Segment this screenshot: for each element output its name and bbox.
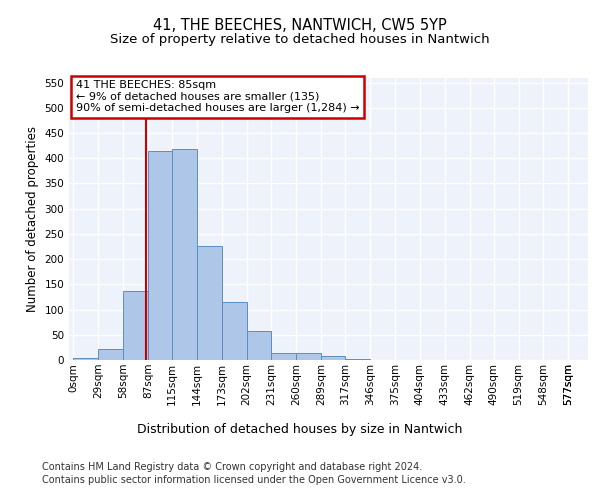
Bar xyxy=(197,246,221,360)
Bar xyxy=(123,291,148,360)
Bar xyxy=(271,354,296,360)
Bar xyxy=(98,349,123,360)
Text: 41 THE BEECHES: 85sqm
← 9% of detached houses are smaller (135)
90% of semi-deta: 41 THE BEECHES: 85sqm ← 9% of detached h… xyxy=(76,80,359,113)
Text: Contains HM Land Registry data © Crown copyright and database right 2024.: Contains HM Land Registry data © Crown c… xyxy=(42,462,422,472)
Bar xyxy=(172,149,197,360)
Y-axis label: Number of detached properties: Number of detached properties xyxy=(26,126,39,312)
Bar xyxy=(321,356,345,360)
Bar xyxy=(73,358,98,360)
Bar xyxy=(148,150,172,360)
Text: Contains public sector information licensed under the Open Government Licence v3: Contains public sector information licen… xyxy=(42,475,466,485)
Text: Distribution of detached houses by size in Nantwich: Distribution of detached houses by size … xyxy=(137,422,463,436)
Bar xyxy=(247,330,271,360)
Text: 41, THE BEECHES, NANTWICH, CW5 5YP: 41, THE BEECHES, NANTWICH, CW5 5YP xyxy=(153,18,447,32)
Bar xyxy=(296,354,321,360)
Text: Size of property relative to detached houses in Nantwich: Size of property relative to detached ho… xyxy=(110,32,490,46)
Bar xyxy=(221,302,247,360)
